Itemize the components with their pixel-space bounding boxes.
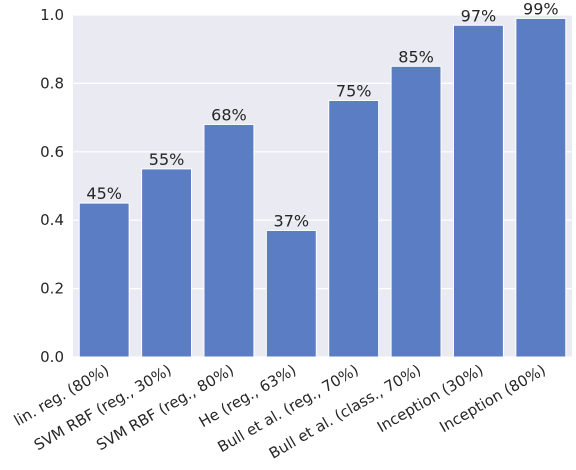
y-axis: 0.0 0.2 0.4 0.6 0.8 1.0: [40, 6, 64, 366]
x-axis: lin. reg. (80%)SVM RBF (reg., 30%)SVM RB…: [11, 361, 549, 463]
bar-value-label: 68%: [211, 105, 247, 124]
bar-value-label: 55%: [149, 150, 185, 169]
y-tick-label: 0.2: [40, 280, 64, 298]
bar-value-label: 75%: [336, 82, 372, 101]
y-tick-label: 0.0: [40, 348, 64, 366]
bar-value-label: 97%: [461, 6, 497, 25]
bar: [515, 17, 567, 358]
bar-value-label: 37%: [274, 211, 310, 230]
y-tick-label: 0.6: [40, 143, 64, 161]
bar: [328, 100, 380, 358]
bar: [452, 24, 504, 358]
bar-value-label: 99%: [523, 0, 559, 18]
data-labels: 45% 55% 68% 37% 75% 85% 97% 99%: [86, 0, 558, 230]
y-tick-label: 0.8: [40, 74, 64, 92]
y-tick-label: 0.4: [40, 211, 64, 229]
x-tick-label: Inception (80%): [436, 361, 548, 436]
x-tick-label: Inception (30%): [374, 361, 486, 436]
bar-value-label: 45%: [86, 184, 122, 203]
bar: [390, 65, 442, 358]
bar-value-label: 85%: [398, 47, 434, 66]
bar: [141, 168, 193, 358]
bar: [203, 123, 255, 358]
bar: [78, 202, 130, 358]
bars: [78, 17, 567, 358]
bar: [265, 229, 317, 358]
y-tick-label: 1.0: [40, 6, 64, 24]
